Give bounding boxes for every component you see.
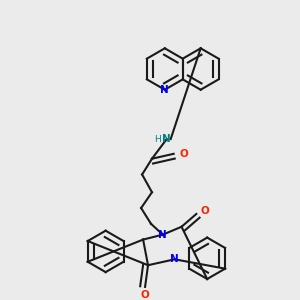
Text: N: N [170, 254, 179, 264]
Text: O: O [141, 290, 149, 300]
Text: O: O [179, 149, 188, 159]
Text: N: N [158, 230, 167, 240]
Text: O: O [201, 206, 210, 216]
Text: N: N [160, 85, 169, 95]
Text: N: N [162, 134, 171, 144]
Text: H: H [154, 134, 161, 143]
